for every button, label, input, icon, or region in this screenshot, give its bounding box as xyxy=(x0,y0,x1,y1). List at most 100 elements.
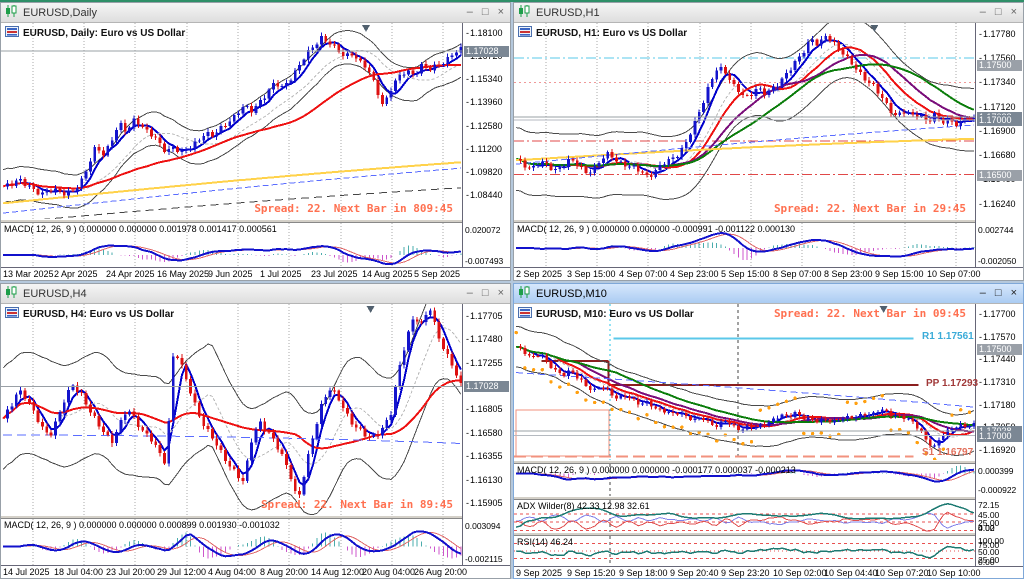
price-tick: 1.16680 xyxy=(979,150,1016,160)
indicator-scale-label: 0.000399 xyxy=(978,466,1014,476)
indicator-scale-label: 75.00 xyxy=(978,540,1000,550)
close-button[interactable]: × xyxy=(497,6,504,18)
price-tick: 1.09820 xyxy=(466,167,503,177)
time-label: 10 Sep 04:40 xyxy=(824,568,878,578)
maximize-button[interactable]: □ xyxy=(994,6,1002,18)
bid-price-box: 1.17000 xyxy=(977,431,1022,442)
close-button[interactable]: × xyxy=(1010,287,1017,299)
macd-pane[interactable] xyxy=(514,223,976,267)
price-tick: 1.15905 xyxy=(466,498,503,508)
price-tick: 1.08440 xyxy=(466,190,503,200)
price-tick: 1.17120 xyxy=(979,102,1016,112)
chart-header-label: EURUSD, Daily: Euro vs US Dollar xyxy=(23,27,186,39)
price-pane[interactable] xyxy=(514,304,976,460)
time-label: 9 Sep 23:20 xyxy=(721,568,770,578)
time-axis[interactable]: 14 Jul 2025 18 Jul 04:00 23 Jul 20:00 29 Ju… xyxy=(1,565,510,578)
close-button[interactable]: × xyxy=(497,287,504,299)
pivot-level-label: PP 1.17293 xyxy=(926,378,979,389)
time-axis[interactable]: 13 Mar 2025 2 Apr 2025 24 Apr 2025 16 May 2… xyxy=(1,267,510,280)
chart-area[interactable]: EURUSD, H4: Euro vs US Dollar Spread: 22.… xyxy=(1,304,510,578)
bid-price-box: 1.17000 xyxy=(977,115,1022,126)
price-axis[interactable]: 1.17780 1.17560 1.17340 1.17120 1.16900 1.166… xyxy=(975,23,1023,267)
time-label: 23 Jul 2025 xyxy=(311,269,358,279)
indicator-scale-label: 25.00 xyxy=(978,555,1000,565)
maximize-button[interactable]: □ xyxy=(481,6,489,18)
window-titlebar[interactable]: EURUSD,Daily – □ × xyxy=(1,3,510,23)
time-axis[interactable]: 2 Sep 2025 3 Sep 15:00 4 Sep 07:00 4 Sep 23… xyxy=(514,267,1023,280)
indicator-scale-label: -0.007493 xyxy=(465,256,504,266)
time-label: 8 Sep 23:00 xyxy=(824,269,873,279)
window-title: EURUSD,H4 xyxy=(23,287,87,300)
time-label: 14 Aug 2025 xyxy=(362,269,413,279)
price-axis[interactable]: 1.17705 1.17480 1.17255 1.16805 1.16580 1.163… xyxy=(462,304,510,565)
price-tick: 1.17570 xyxy=(979,332,1016,342)
pivot-level-label: R1 1.17561 xyxy=(922,331,974,342)
chart-window[interactable]: EURUSD,M10 – □ × EURUSD, M10: Euro vs US Dol… xyxy=(513,283,1024,579)
chart-header: EURUSD, H1: Euro vs US Dollar xyxy=(518,26,687,40)
time-label: 14 Jul 2025 xyxy=(3,567,50,577)
time-label: 24 Apr 2025 xyxy=(106,269,155,279)
price-tick: 1.11200 xyxy=(466,144,502,154)
workspace-top-strip xyxy=(0,0,1024,2)
chart-window[interactable]: EURUSD,Daily – □ × EURUSD, Daily: Euro vs US… xyxy=(0,2,511,281)
rsi-pane[interactable] xyxy=(514,536,976,566)
price-tick: 1.17180 xyxy=(979,400,1016,410)
time-label: 8 Sep 07:00 xyxy=(773,269,822,279)
minimize-button[interactable]: – xyxy=(979,287,986,299)
time-label: 2 Apr 2025 xyxy=(54,269,98,279)
chart-area[interactable]: EURUSD, Daily: Euro vs US Dollar Spread: … xyxy=(1,23,510,280)
time-label: 9 Sep 2025 xyxy=(516,568,563,578)
adx-pane[interactable] xyxy=(514,500,976,532)
chart-area[interactable]: EURUSD, H1: Euro vs US Dollar Spread: 22.… xyxy=(514,23,1023,280)
price-tick: 1.17700 xyxy=(979,309,1016,319)
time-label: 10 Sep 07:20 xyxy=(875,568,929,578)
time-label: 16 May 2025 xyxy=(157,269,210,279)
window-titlebar[interactable]: EURUSD,H1 – □ × xyxy=(514,3,1023,23)
macd-pane[interactable] xyxy=(1,223,463,267)
macd-pane[interactable] xyxy=(1,519,463,565)
macd-label: MACD( 12, 26, 9 ) 0.000000 0.000000 0.00… xyxy=(4,520,280,530)
price-tick: 1.17340 xyxy=(979,77,1016,87)
spread-next-bar-label: Spread: 22. Next Bar in 09:45 xyxy=(773,307,966,320)
price-axis[interactable]: 1.17700 1.17570 1.17440 1.17310 1.17180 1.170… xyxy=(975,304,1023,567)
chart-window[interactable]: EURUSD,H4 – □ × EURUSD, H4: Euro vs US Dolla… xyxy=(0,283,511,579)
current-price-box: 1.17028 xyxy=(464,46,509,57)
chart-symbol-icon xyxy=(518,26,532,40)
price-pane[interactable] xyxy=(1,23,463,219)
pane-separator xyxy=(514,496,1023,500)
maximize-button[interactable]: □ xyxy=(481,287,489,299)
price-tick: 1.17480 xyxy=(466,334,503,344)
maximize-button[interactable]: □ xyxy=(994,287,1002,299)
window-titlebar[interactable]: EURUSD,H4 – □ × xyxy=(1,284,510,304)
time-label: 2 Sep 2025 xyxy=(516,269,563,279)
time-label: 20 Aug 04:00 xyxy=(362,567,416,577)
minimize-button[interactable]: – xyxy=(466,287,473,299)
time-axis[interactable]: 9 Sep 2025 9 Sep 15:20 9 Sep 18:00 9 Sep 20… xyxy=(514,566,1023,578)
indicator-scale-label: 0.00 xyxy=(978,523,995,533)
chart-header: EURUSD, Daily: Euro vs US Dollar xyxy=(5,26,185,40)
time-label: 3 Sep 15:00 xyxy=(567,269,616,279)
chart-area[interactable]: EURUSD, M10: Euro vs US Dollar Spread: 22… xyxy=(514,304,1023,578)
window-titlebar[interactable]: EURUSD,M10 – □ × xyxy=(514,284,1023,304)
spread-next-bar-label: Spread: 22. Next Bar in 809:45 xyxy=(254,202,453,215)
price-pane[interactable] xyxy=(1,304,463,515)
close-button[interactable]: × xyxy=(1010,6,1017,18)
window-controls: – □ × xyxy=(467,288,504,299)
time-label: 10 Sep 07:00 xyxy=(927,269,981,279)
price-pane[interactable] xyxy=(514,23,976,219)
price-axis[interactable]: 1.181001.167201.153401.139601.125801.112… xyxy=(462,23,510,267)
minimize-button[interactable]: – xyxy=(979,6,986,18)
price-tick: 1.16240 xyxy=(979,199,1016,209)
time-label: 9 Jun 2025 xyxy=(208,269,253,279)
time-label: 13 Mar 2025 xyxy=(3,269,54,279)
chart-window[interactable]: EURUSD,H1 – □ × EURUSD, H1: Euro vs US Dolla… xyxy=(513,2,1024,281)
price-level-box: 1.17500 xyxy=(977,344,1022,355)
price-tick: 1.17310 xyxy=(979,377,1016,387)
current-price-box: 1.17028 xyxy=(464,381,509,392)
macd-pane[interactable] xyxy=(514,464,976,496)
macd-label: MACD( 12, 26, 9 ) 0.000000 0.000000 -0.0… xyxy=(517,465,796,475)
chart-header-label: EURUSD, H4: Euro vs US Dollar xyxy=(23,308,175,320)
time-label: 4 Sep 23:00 xyxy=(670,269,719,279)
minimize-button[interactable]: – xyxy=(466,6,473,18)
